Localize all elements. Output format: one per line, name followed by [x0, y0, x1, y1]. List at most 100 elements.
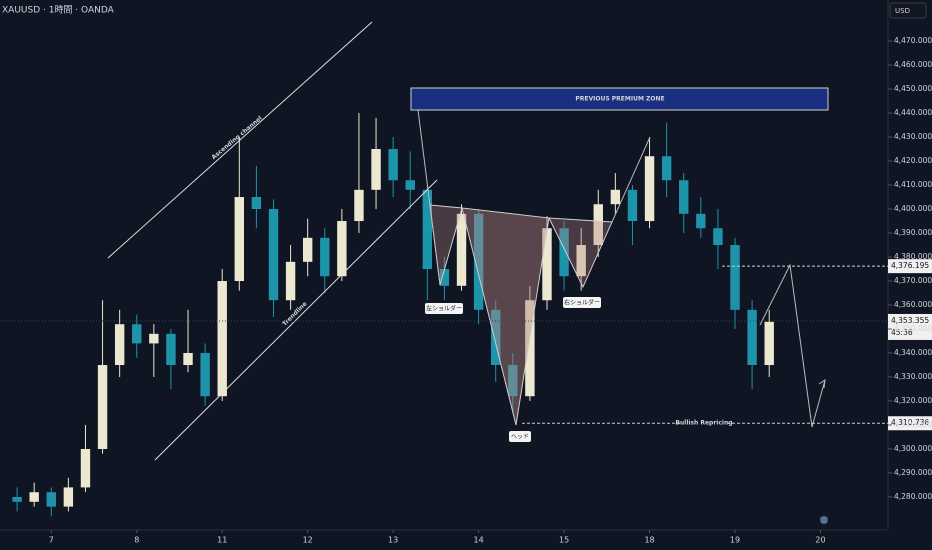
candle-body [713, 228, 723, 246]
y-tick-label: 4,330.000 [894, 372, 932, 381]
y-tick-label: 4,340.000 [894, 348, 932, 357]
candle-body [114, 324, 125, 366]
candle-body [473, 213, 484, 310]
candle-body [610, 189, 621, 205]
candle-body [320, 237, 330, 277]
channel-line [154, 179, 438, 461]
drawings [107, 21, 826, 461]
price-label-box [888, 313, 932, 340]
candle-body [12, 497, 22, 502]
candles [12, 113, 774, 517]
label-box [563, 297, 601, 308]
x-tick-label: 12 [303, 536, 313, 545]
left-shoulder: 左ショルダー [426, 305, 462, 313]
pattern-line [611, 136, 651, 223]
candle-body [166, 333, 176, 366]
y-tick-label: 4,390.000 [894, 228, 932, 237]
currency: USD [895, 7, 910, 15]
pattern-line [417, 109, 441, 286]
y-tick-label: 4,370.000 [894, 276, 932, 285]
candle-body [764, 321, 774, 366]
price-label-box [888, 259, 932, 274]
countdown: 45:36 [891, 328, 913, 337]
y-tick-label: 4,380.000 [894, 252, 932, 261]
candle-body [251, 197, 262, 210]
x-tick-label: 7 [49, 536, 54, 545]
label-bg [680, 418, 728, 429]
channel-line [107, 21, 373, 259]
projection-path [759, 263, 826, 428]
candle-body [508, 365, 518, 397]
price-label-box [888, 416, 932, 431]
zone-label: PREVIOUS PREMIUM ZONE [575, 96, 664, 103]
candle-body [405, 180, 415, 190]
candle-body [559, 228, 569, 277]
candle-body [422, 189, 433, 270]
y-tick-label: 4,460.000 [894, 60, 932, 69]
right-shoulder: 右ショルダー [564, 299, 600, 307]
price-label: 4,376.195 [891, 261, 929, 270]
event-icon[interactable] [820, 516, 828, 524]
y-tick-label: 4,350.000 [894, 324, 932, 333]
candle-body [132, 324, 142, 344]
price-label: 4,310.736 [891, 418, 929, 427]
candle-body [302, 237, 313, 262]
x-tick-label: 20 [815, 536, 825, 545]
candle-body [730, 245, 740, 310]
candle-body [200, 353, 210, 397]
x-tick-label: 8 [134, 536, 139, 545]
candle-body [97, 365, 108, 450]
candle-body [183, 353, 193, 366]
symbol-title: XAUUSD · 1時間 · OANDA [2, 5, 115, 16]
candle-body [268, 209, 279, 301]
y-tick-label: 4,290.000 [894, 468, 932, 477]
candle-body [491, 309, 501, 366]
candle-body [46, 492, 56, 507]
y-tick-label: 4,300.000 [894, 444, 932, 453]
y-tick-label: 4,320.000 [894, 396, 932, 405]
candle-body [217, 281, 227, 397]
candle-body [542, 228, 552, 301]
candle-body [747, 309, 757, 366]
x-tick-label: 15 [559, 536, 569, 545]
candle-body [29, 492, 39, 502]
head-triangle [461, 207, 550, 426]
x-tick-label: 11 [217, 536, 227, 545]
candle-body [644, 156, 655, 222]
candle-body [627, 189, 638, 222]
currency-box[interactable] [889, 2, 927, 19]
x-tick-label: 19 [730, 536, 740, 545]
y-tick-label: 4,430.000 [894, 132, 932, 141]
label-box [509, 431, 531, 442]
premium-zone [410, 87, 829, 111]
candle-body [371, 149, 381, 190]
y-tick-label: 4,310.000 [894, 420, 932, 429]
candle-body [285, 261, 296, 301]
y-tick-label: 4,420.000 [894, 156, 932, 165]
candle-body [661, 156, 672, 181]
shoulder-triangle [548, 217, 613, 289]
label-box [425, 303, 463, 314]
candle-body [576, 245, 586, 277]
y-tick-label: 4,470.000 [894, 36, 932, 45]
repricing-label: Bullish Repricing [675, 420, 732, 427]
candle-body [337, 221, 347, 277]
candle-body [439, 269, 450, 286]
candle-body [679, 180, 689, 214]
y-tick-label: 4,360.000 [894, 300, 932, 309]
arrow-head [818, 378, 826, 389]
candle-body [696, 213, 706, 229]
y-tick-label: 4,450.000 [894, 84, 932, 93]
candle-body [593, 204, 603, 246]
candle-body [354, 189, 364, 222]
candle-body [149, 333, 159, 344]
candle-body [234, 197, 245, 282]
candle-body [80, 449, 91, 488]
x-tick-label: 18 [644, 536, 654, 545]
candle-body [525, 300, 535, 397]
price-label: 4,353.355 [891, 316, 929, 325]
levels: 4,376.195 4,353.355 45:36 4,310.736 Bullish … [0, 259, 932, 431]
x-tick-label: 14 [474, 536, 484, 545]
